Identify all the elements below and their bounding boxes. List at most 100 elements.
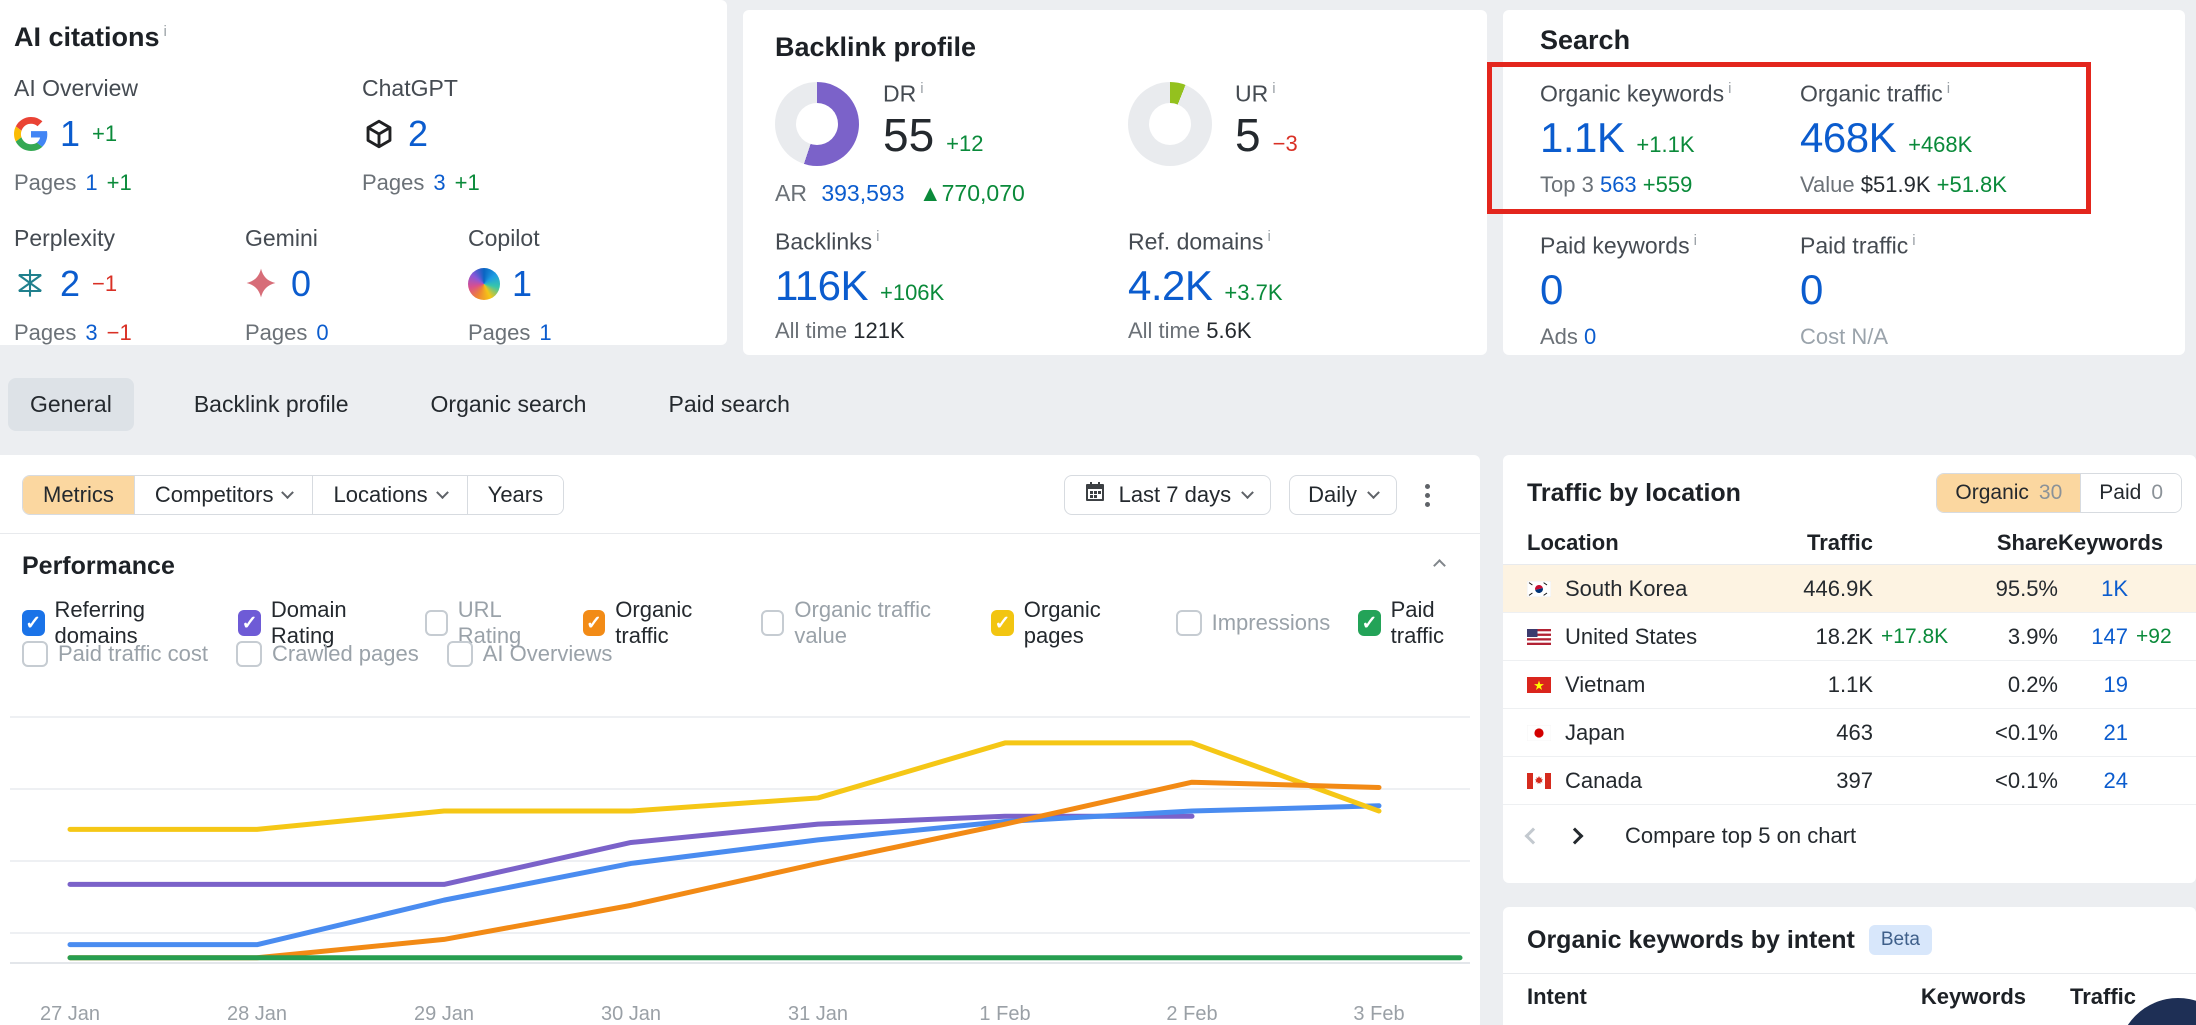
metric-label: Paid traffic: [1391, 597, 1480, 649]
more-options-kebab-icon[interactable]: [1415, 476, 1440, 515]
checked-checkbox-icon: ✓: [991, 610, 1014, 636]
tab-paid-search[interactable]: Paid search: [646, 378, 811, 431]
flag-jp-icon: [1527, 725, 1551, 741]
traffic-row-japan[interactable]: Japan463<0.1%21: [1503, 709, 2196, 757]
checked-checkbox-icon: ✓: [583, 610, 606, 636]
traffic-row-vietnam[interactable]: Vietnam1.1K0.2%19: [1503, 661, 2196, 709]
paid-keywords-label: Paid keywordsi: [1540, 232, 1697, 260]
organic-paid-toggle: Organic30 Paid0: [1936, 473, 2182, 513]
traffic-value: 446.9K: [1723, 576, 1873, 602]
years-filter-button[interactable]: Years: [468, 476, 563, 514]
dr-label: DRi: [883, 80, 984, 108]
backlinks-value[interactable]: 116K: [775, 262, 868, 310]
keywords-count-link[interactable]: 147: [2058, 624, 2128, 650]
x-tick-label: 2 Feb: [1132, 1003, 1252, 1025]
keywords-by-intent-card: Organic keywords by intent Beta Intent K…: [1503, 907, 2196, 1025]
metric-checkbox-paid-traffic[interactable]: ✓ Paid traffic: [1358, 597, 1480, 649]
top3-value-link[interactable]: 563: [1600, 172, 1637, 197]
pages-count-link[interactable]: 3: [85, 320, 97, 346]
cost-row: Cost N/A: [1800, 324, 1916, 350]
keywords-count-link[interactable]: 21: [2058, 720, 2128, 746]
perplexity-icon: [14, 267, 48, 301]
metric-checkbox-crawled-pages[interactable]: Crawled pages: [236, 641, 419, 667]
chevron-down-icon: [282, 486, 295, 499]
metric-checkbox-organic-pages[interactable]: ✓Organic pages: [991, 597, 1147, 649]
metric-label: Impressions: [1212, 610, 1331, 636]
organic-keywords-block: Organic keywordsi 1.1K+1.1K Top 3 563 +5…: [1540, 80, 1731, 198]
traffic-row-united-states[interactable]: United States18.2K+17.8K3.9%147+92: [1503, 613, 2196, 661]
paid-traffic-value[interactable]: 0: [1800, 266, 1823, 314]
dr-delta: +12: [946, 131, 983, 157]
organic-keywords-label: Organic keywordsi: [1540, 80, 1731, 108]
backlink-profile-panel: Backlink profile DRi 55+12 AR 393,593 ▲7…: [743, 10, 1487, 355]
info-icon: i: [1268, 228, 1271, 245]
metrics-filter-button[interactable]: Metrics: [23, 476, 135, 514]
tab-backlink-profile[interactable]: Backlink profile: [172, 378, 371, 431]
copilot-label: Copilot: [468, 225, 683, 252]
keywords-count-link[interactable]: 19: [2058, 672, 2128, 698]
compare-top5-link[interactable]: Compare top 5 on chart: [1625, 823, 1856, 849]
metric-checkbox-ai-overviews[interactable]: AI Overviews: [447, 641, 613, 667]
toggle-organic[interactable]: Organic30: [1937, 474, 2081, 512]
metric-checkbox-impressions[interactable]: Impressions: [1176, 610, 1331, 636]
traffic-value: 1.1K: [1723, 672, 1873, 698]
paid-keywords-value[interactable]: 0: [1540, 266, 1563, 314]
backlinks-alltime: All time 121K: [775, 318, 944, 344]
metric-checkbox-paid-traffic-cost[interactable]: Paid traffic cost: [22, 641, 208, 667]
toggle-paid[interactable]: Paid0: [2081, 474, 2181, 512]
info-icon: i: [920, 80, 923, 97]
organic-traffic-block: Organic traffici 468K+468K Value $51.9K …: [1800, 80, 2007, 198]
keywords-count-link[interactable]: 1K: [2058, 576, 2128, 602]
performance-card: Metrics Competitors Locations Years Last…: [0, 455, 1480, 1025]
keywords-count-link[interactable]: 24: [2058, 768, 2128, 794]
chart-canvas: [0, 687, 1480, 987]
ur-delta: −3: [1273, 131, 1298, 157]
ref-domains-value[interactable]: 4.2K: [1128, 262, 1212, 310]
organic-keywords-value[interactable]: 1.1K: [1540, 114, 1624, 162]
chevron-down-icon: [436, 486, 449, 499]
competitors-filter-button[interactable]: Competitors: [135, 476, 314, 514]
info-icon: i: [1912, 232, 1915, 249]
organic-traffic-value[interactable]: 468K: [1800, 114, 1896, 162]
locations-filter-button[interactable]: Locations: [313, 476, 467, 514]
chatgpt-block: ChatGPT 2 Pages3+1: [362, 75, 577, 196]
chevron-down-icon: [1367, 486, 1380, 499]
pages-count-link[interactable]: 1: [85, 170, 97, 196]
pager-previous-icon[interactable]: [1525, 828, 1542, 845]
gemini-value: 0: [291, 263, 311, 305]
ar-value-link[interactable]: 393,593: [821, 180, 904, 206]
info-icon: i: [1728, 80, 1731, 97]
metric-checkbox-organic-traffic-value[interactable]: Organic traffic value: [761, 597, 963, 649]
pager-next-icon[interactable]: [1567, 828, 1584, 845]
traffic-row-canada[interactable]: Canada397<0.1%24: [1503, 757, 2196, 805]
keywords-by-intent-title: Organic keywords by intent: [1527, 926, 1855, 955]
granularity-button[interactable]: Daily: [1289, 475, 1397, 515]
date-range-button[interactable]: Last 7 days: [1064, 475, 1272, 515]
checked-checkbox-icon: ✓: [1358, 610, 1380, 636]
dr-value: 55: [883, 108, 934, 162]
dr-donut-chart: [775, 82, 859, 166]
metric-checkbox-row-2: Paid traffic cost Crawled pages AI Overvie…: [22, 641, 612, 667]
unchecked-checkbox-icon: [425, 610, 448, 636]
traffic-row-south-korea[interactable]: South Korea446.9K95.5%1K: [1503, 565, 2196, 613]
location-name: Japan: [1565, 720, 1625, 746]
x-tick-label: 31 Jan: [758, 1003, 878, 1025]
tab-general[interactable]: General: [8, 378, 134, 431]
info-icon: i: [164, 23, 167, 40]
x-tick-label: 29 Jan: [384, 1003, 504, 1025]
share-value: 95.5%: [1968, 576, 2058, 602]
tab-organic-search[interactable]: Organic search: [409, 378, 609, 431]
traffic-delta: +17.8K: [1873, 625, 1968, 649]
metric-label: Crawled pages: [272, 641, 419, 667]
collapse-chevron-up-icon[interactable]: [1429, 551, 1450, 581]
location-name: Canada: [1565, 768, 1642, 794]
pages-count-link[interactable]: 0: [316, 320, 328, 346]
ai-overview-delta: +1: [92, 121, 117, 147]
chevron-down-icon: [1241, 486, 1254, 499]
performance-line-chart[interactable]: 27 Jan28 Jan29 Jan30 Jan31 Jan1 Feb2 Feb…: [0, 687, 1480, 1025]
pages-count-link[interactable]: 3: [433, 170, 445, 196]
ads-row: Ads 0: [1540, 324, 1697, 350]
pages-count-link[interactable]: 1: [539, 320, 551, 346]
gemini-icon: [245, 267, 279, 301]
chart-line-organic-traffic: [70, 782, 1379, 958]
